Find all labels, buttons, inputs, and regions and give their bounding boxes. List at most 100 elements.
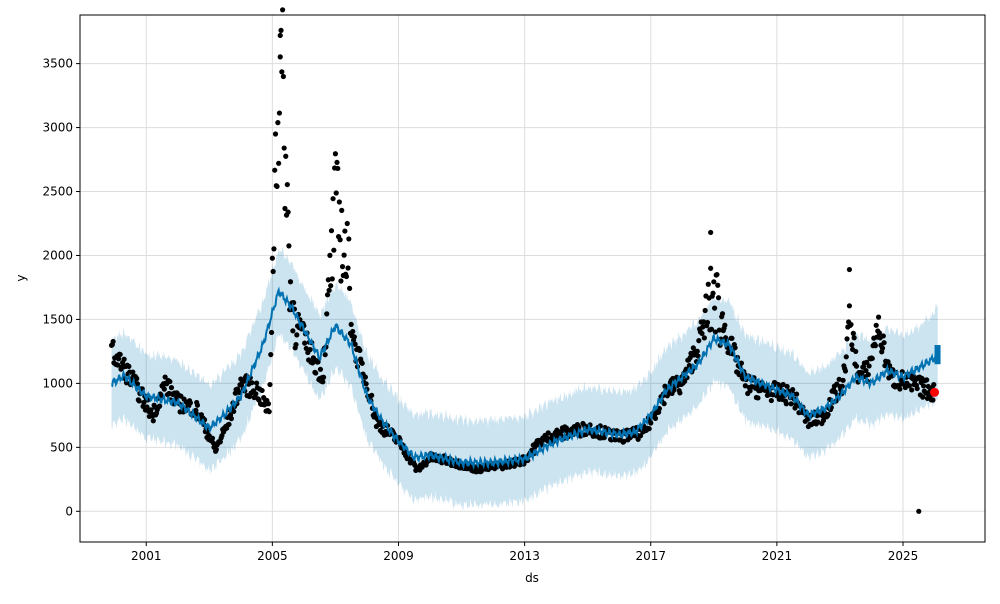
observed-point: [272, 167, 278, 173]
x-tick-label: 2005: [257, 549, 288, 563]
observed-point: [276, 160, 282, 166]
y-tick-label: 1000: [42, 376, 73, 390]
observed-point: [339, 207, 345, 213]
observed-point: [134, 376, 140, 382]
observed-point: [906, 383, 912, 389]
observed-point: [317, 366, 324, 372]
observed-point: [876, 330, 882, 336]
observed-point: [362, 374, 368, 380]
uncertainty-band: [111, 246, 938, 511]
observed-point: [294, 332, 300, 338]
observed-point: [279, 69, 285, 75]
observed-point: [699, 330, 705, 337]
x-tick-label: 2017: [635, 549, 666, 563]
observed-point: [363, 381, 369, 387]
observed-point: [313, 370, 319, 376]
y-tick-label: 500: [50, 440, 73, 454]
observed-point: [290, 328, 296, 334]
observed-point: [343, 273, 350, 280]
observed-point: [714, 271, 720, 278]
observed-point: [755, 395, 761, 401]
observed-point: [336, 199, 342, 205]
observed-point: [307, 346, 313, 353]
observed-point: [328, 228, 335, 234]
observed-point: [677, 390, 683, 396]
observed-point: [712, 305, 718, 311]
observed-point: [350, 328, 356, 335]
observed-point: [150, 418, 156, 424]
x-tick-label: 2025: [888, 549, 919, 563]
observed-point: [271, 246, 277, 252]
observed-point: [168, 385, 175, 391]
y-tick-label: 3000: [42, 121, 73, 135]
x-axis-label: ds: [525, 571, 539, 585]
observed-point: [687, 355, 693, 361]
observed-point: [315, 359, 321, 365]
observed-point: [351, 334, 357, 340]
observed-point: [702, 307, 708, 314]
observed-point: [334, 159, 340, 166]
observed-point: [722, 322, 728, 328]
observed-point: [793, 391, 800, 397]
x-tick-label: 2013: [509, 549, 540, 563]
observed-point: [712, 329, 718, 335]
observed-point: [931, 382, 937, 388]
y-tick-label: 2000: [42, 248, 73, 262]
observed-point: [844, 336, 850, 342]
observed-point: [879, 345, 886, 351]
observed-point: [902, 384, 908, 391]
observed-point: [768, 397, 774, 404]
observed-point: [652, 415, 659, 421]
observed-point: [719, 311, 726, 317]
observed-point: [738, 360, 745, 366]
observed-point: [329, 276, 335, 282]
observed-point: [880, 333, 886, 339]
observed-point: [277, 32, 283, 39]
observed-point: [209, 435, 216, 441]
observed-point: [284, 181, 290, 188]
observed-point: [322, 352, 328, 358]
observed-point: [117, 351, 123, 358]
ticks: 2001 2005 2009 2013 2017 2021 2025 0 500 1000 1500…: [42, 57, 918, 563]
observed-point: [924, 377, 930, 383]
observed-point: [897, 386, 903, 392]
observed-point: [261, 402, 268, 408]
observed-point: [266, 409, 272, 415]
observed-point: [661, 401, 667, 407]
observed-point: [825, 411, 831, 418]
observed-point: [840, 377, 846, 383]
observed-point: [873, 322, 879, 328]
observed-point: [167, 378, 173, 385]
observed-point: [780, 381, 786, 388]
observed-point: [130, 369, 136, 375]
observed-point: [253, 380, 260, 386]
observed-point: [277, 54, 283, 60]
observed-point: [110, 338, 116, 345]
observed-point: [268, 329, 275, 336]
observed-point: [330, 196, 336, 202]
observed-point: [359, 360, 365, 366]
observed-point: [708, 326, 715, 332]
observed-point: [708, 229, 714, 236]
uncertainty-band-area: [111, 246, 938, 511]
observed-point: [140, 403, 146, 409]
observed-point: [742, 383, 748, 389]
observed-point: [144, 404, 150, 410]
observed-point: [228, 416, 234, 422]
forecast-line: [111, 286, 939, 471]
observed-point: [276, 110, 283, 116]
y-tick-label: 0: [65, 504, 73, 518]
observed-point: [187, 400, 193, 406]
y-tick-label: 1500: [42, 312, 73, 326]
observed-point: [136, 398, 142, 404]
observed-point: [121, 356, 127, 362]
y-tick-label: 2500: [42, 185, 73, 199]
observed-point: [732, 345, 738, 351]
observed-point: [601, 435, 607, 441]
observed-point: [341, 252, 347, 258]
observed-point: [265, 401, 272, 407]
observed-point: [320, 379, 326, 385]
observed-point: [193, 407, 199, 413]
observed-point: [783, 401, 789, 407]
